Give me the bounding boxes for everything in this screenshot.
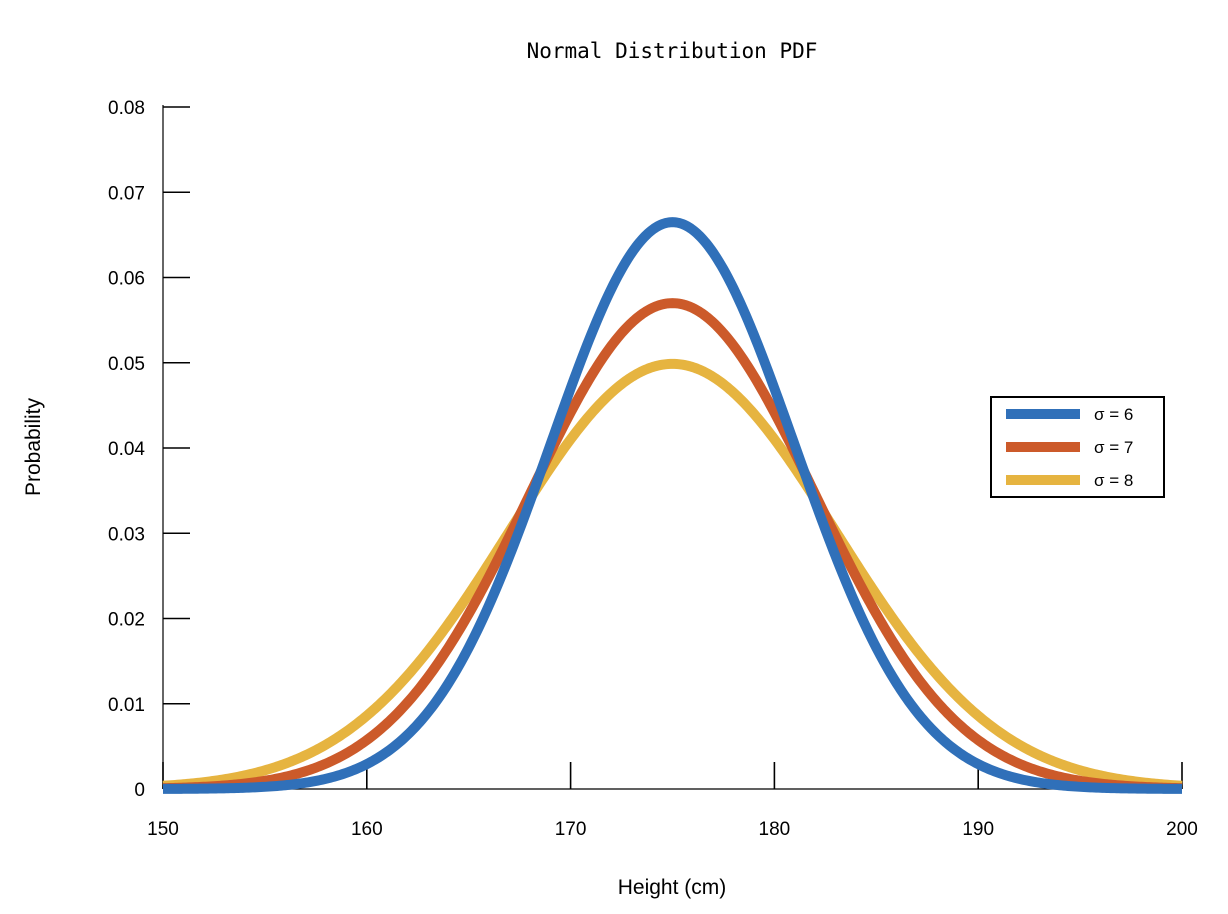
y-tick-label: 0.07: [108, 183, 145, 204]
y-tick-label: 0.03: [108, 524, 145, 545]
y-tick-label: 0.04: [108, 439, 145, 460]
x-tick-label: 160: [351, 819, 383, 840]
y-axis-label: Probability: [22, 397, 45, 496]
series-line-sigma-6: [160, 217, 1185, 794]
y-tick-label: 0.02: [108, 610, 145, 631]
x-tick-label: 150: [147, 819, 179, 840]
x-tick-label: 190: [962, 819, 994, 840]
series-line-sigma-7: [160, 298, 1185, 794]
plot-area: [160, 217, 1185, 794]
y-tick-label: 0.08: [108, 98, 145, 119]
legend: σ = 6 σ = 7 σ = 8: [990, 396, 1165, 498]
y-tick-label: 0.05: [108, 354, 145, 375]
x-tick-label: 170: [555, 819, 587, 840]
axes: 0 0.01 0.02 0.03 0.04 0.05 0.06 0.07 0.08 150 160 1…: [108, 98, 1198, 840]
chart-title: Normal Distribution PDF: [527, 39, 818, 63]
y-tick-label: 0.01: [108, 695, 145, 716]
legend-label: σ = 8: [1094, 471, 1133, 490]
legend-label: σ = 6: [1094, 405, 1133, 424]
legend-label: σ = 7: [1094, 438, 1133, 457]
y-tick-label: 0.06: [108, 269, 145, 290]
x-tick-label: 200: [1166, 819, 1198, 840]
y-tick-label: 0: [134, 780, 145, 801]
x-axis-label: Height (cm): [618, 876, 727, 899]
x-tick-label: 180: [759, 819, 791, 840]
series-line-sigma-8: [160, 358, 1185, 791]
